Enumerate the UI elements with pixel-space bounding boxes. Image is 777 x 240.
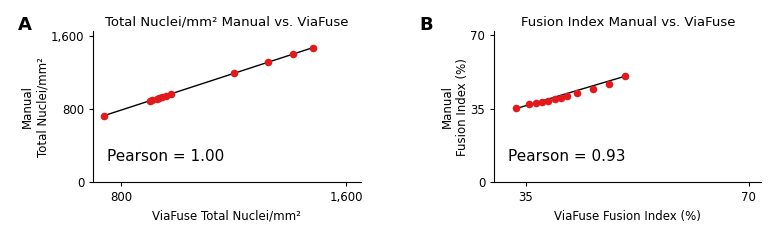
Point	[618, 74, 631, 78]
Point	[287, 52, 299, 56]
X-axis label: ViaFuse Fusion Index (%): ViaFuse Fusion Index (%)	[554, 210, 702, 223]
Point	[602, 82, 615, 86]
Title: Fusion Index Manual vs. ViaFuse: Fusion Index Manual vs. ViaFuse	[521, 16, 735, 29]
Point	[306, 46, 319, 50]
Point	[542, 99, 555, 103]
Point	[535, 100, 548, 103]
Point	[262, 60, 274, 64]
Point	[165, 92, 177, 96]
Point	[146, 98, 159, 102]
Point	[549, 97, 561, 101]
Y-axis label: Manual
Fusion Index (%): Manual Fusion Index (%)	[441, 58, 469, 156]
Point	[98, 114, 110, 117]
Y-axis label: Manual
Total Nuclei/mm²: Manual Total Nuclei/mm²	[21, 57, 49, 157]
Point	[143, 99, 155, 103]
Point	[555, 96, 567, 100]
Point	[561, 94, 573, 98]
Text: B: B	[420, 16, 433, 34]
Point	[587, 87, 599, 91]
Point	[156, 95, 169, 99]
Point	[570, 91, 583, 95]
Title: Total Nuclei/mm² Manual vs. ViaFuse: Total Nuclei/mm² Manual vs. ViaFuse	[105, 16, 349, 29]
Text: A: A	[19, 16, 33, 34]
Point	[529, 101, 542, 105]
Point	[160, 94, 172, 97]
Point	[228, 72, 240, 75]
Point	[523, 102, 535, 106]
Point	[153, 96, 166, 100]
Point	[510, 107, 523, 110]
Text: Pearson = 1.00: Pearson = 1.00	[106, 149, 224, 164]
Text: Pearson = 0.93: Pearson = 0.93	[507, 149, 625, 164]
Point	[150, 97, 162, 101]
X-axis label: ViaFuse Total Nuclei/mm²: ViaFuse Total Nuclei/mm²	[152, 210, 301, 223]
